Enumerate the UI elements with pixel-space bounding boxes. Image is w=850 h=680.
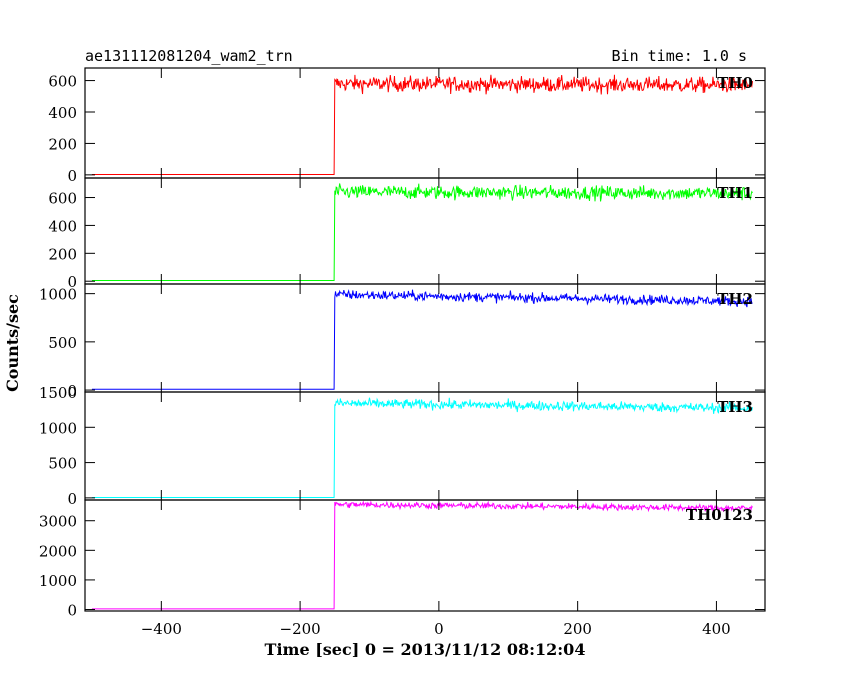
y-tick-label: 0 <box>67 382 77 400</box>
y-tick-label: 0 <box>67 167 77 185</box>
y-tick-label: 200 <box>48 135 77 153</box>
y-tick-label: 200 <box>48 245 77 263</box>
x-tick-label: −400 <box>141 620 182 638</box>
y-tick-label: 1000 <box>39 419 77 437</box>
x-tick-label: 0 <box>434 620 444 638</box>
y-tick-label: 0 <box>67 602 77 620</box>
series-line-th1 <box>91 183 753 282</box>
series-line-th0123 <box>91 500 753 610</box>
panels-group: 0 200 400 600 TH0 0 200 400 600 TH1 0 500 1000 TH2 0 50… <box>39 67 766 638</box>
y-axis-label: Counts/sec <box>3 294 22 392</box>
y-tick-label: 1000 <box>39 286 77 304</box>
y-tick-label: 1500 <box>39 384 77 402</box>
x-tick-label: 200 <box>563 620 592 638</box>
panel-label-th0: TH0 <box>717 74 753 92</box>
y-tick-label: 3000 <box>39 513 77 531</box>
panel-th2: 0 500 1000 TH2 <box>39 283 766 400</box>
y-tick-label: 600 <box>48 73 77 91</box>
y-tick-label: 2000 <box>39 542 77 560</box>
y-tick-label: 400 <box>48 104 77 122</box>
x-axis-label: Time [sec] 0 = 2013/11/12 08:12:04 <box>265 640 586 659</box>
panel-label-th0123: TH0123 <box>686 506 753 524</box>
panel-label-th3: TH3 <box>717 398 753 416</box>
panel-frame <box>84 499 766 612</box>
panel-th0123: 0 1000 2000 3000 TH0123 <box>39 499 766 620</box>
y-tick-label: 600 <box>48 190 77 208</box>
y-tick-label: 0 <box>67 273 77 291</box>
series-line-th0 <box>91 74 754 176</box>
x-tick-label: −200 <box>280 620 321 638</box>
panel-th1: 0 200 400 600 TH1 <box>48 177 766 291</box>
panel-th3: 0 500 1000 1500 TH3 <box>39 384 766 508</box>
chart-title: ae131112081204_wam2_trn <box>85 47 293 65</box>
y-tick-label: 500 <box>48 334 77 352</box>
chart-subtitle-bin-time: Bin time: 1.0 s <box>612 47 747 65</box>
y-tick-label: 400 <box>48 217 77 235</box>
panel-label-th1: TH1 <box>717 184 753 202</box>
panel-th0: 0 200 400 600 TH0 <box>48 67 766 185</box>
panel-label-th2: TH2 <box>717 290 753 308</box>
y-tick-label: 500 <box>48 455 77 473</box>
y-tick-label: 0 <box>67 490 77 508</box>
series-line-th2 <box>91 289 753 390</box>
series-line-th3 <box>91 397 753 499</box>
y-tick-label: 1000 <box>39 572 77 590</box>
x-tick-label: 400 <box>702 620 731 638</box>
panel-frame <box>84 391 766 501</box>
